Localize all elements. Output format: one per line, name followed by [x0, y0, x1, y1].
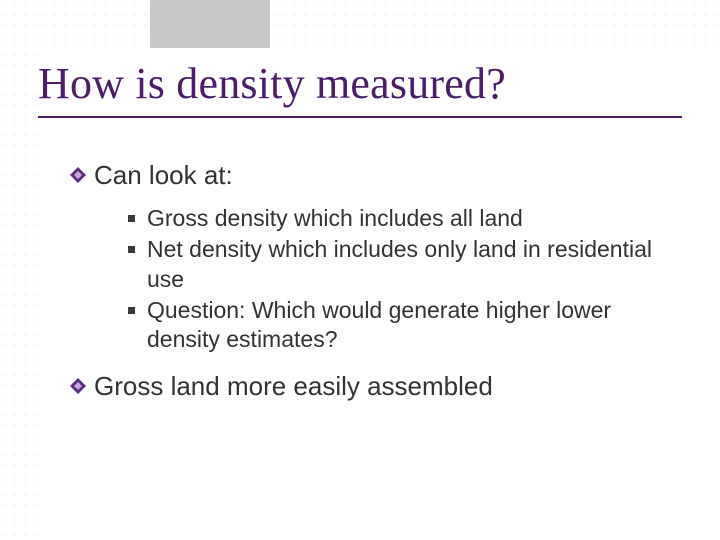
sub-list-item: Gross density which includes all land [128, 204, 670, 233]
square-bullet-icon [128, 246, 135, 253]
sub-list-item-text: Net density which includes only land in … [147, 235, 670, 294]
slide-title: How is density measured? [38, 58, 506, 109]
sub-list-item: Question: Which would generate higher lo… [128, 296, 670, 355]
square-bullet-icon [128, 215, 135, 222]
sub-list-item: Net density which includes only land in … [128, 235, 670, 294]
list-item: Can look at: [70, 160, 670, 192]
slide: How is density measured? Can look at: Gr… [0, 0, 720, 540]
list-item-text: Can look at: [94, 160, 233, 192]
dot-border-left [0, 0, 38, 540]
diamond-bullet-icon [70, 167, 86, 188]
slide-body: Can look at: Gross density which include… [70, 160, 670, 415]
title-underline [38, 116, 682, 118]
diamond-bullet-icon [70, 378, 86, 399]
dot-border-top [0, 0, 720, 48]
sub-list: Gross density which includes all land Ne… [128, 204, 670, 355]
sub-list-item-text: Question: Which would generate higher lo… [147, 296, 670, 355]
sub-list-item-text: Gross density which includes all land [147, 204, 523, 233]
square-bullet-icon [128, 307, 135, 314]
list-item-text: Gross land more easily assembled [94, 371, 493, 403]
list-item: Gross land more easily assembled [70, 371, 670, 403]
header-gray-box [150, 0, 270, 48]
